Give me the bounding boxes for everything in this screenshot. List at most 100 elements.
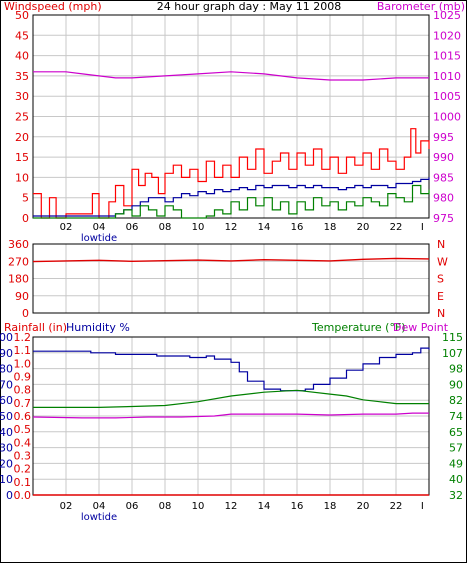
- direction-degree-label: 180: [8, 273, 29, 286]
- humidity-tick-label: 90: [0, 347, 13, 360]
- barometer-tick-label: 975: [433, 212, 454, 225]
- wind-x-tick-label: 16: [291, 222, 304, 233]
- barometer-tick-label: 1015: [433, 50, 461, 63]
- rainfall-tick-label: 1.2: [14, 331, 32, 344]
- barometer-tick-label: 990: [433, 151, 454, 164]
- dir_green-line: [33, 184, 430, 219]
- humidity-x-tick-label: 22: [390, 501, 403, 512]
- temperature-line: [33, 389, 429, 408]
- direction-degree-label: 0: [22, 307, 29, 320]
- humidity-x-tick-label: 04: [93, 501, 106, 512]
- rainfall-axis-label: Rainfall (in): [4, 321, 67, 334]
- dew-point-line: [32, 412, 429, 419]
- temperature-tick-label: 98: [449, 363, 463, 376]
- rainfall-tick-label: 0.9: [14, 371, 32, 384]
- barometer-axis-label: Barometer (mb): [377, 0, 465, 13]
- avg-line: [33, 177, 430, 217]
- direction-compass-label: S: [437, 273, 444, 286]
- rainfall-tick-label: 0.5: [14, 423, 32, 436]
- humidity-tick-label: 50: [0, 410, 13, 423]
- temperature-tick-label: 57: [449, 442, 463, 455]
- humidity-axis-label: Humidity %: [66, 321, 130, 334]
- wind-x-tick-label: 10: [192, 222, 205, 233]
- windspeed-tick-label: 0: [22, 212, 29, 225]
- temperature-tick-label: 40: [449, 473, 463, 486]
- temperature-tick-label: 49: [449, 457, 463, 470]
- humidity-x-tick-label: 08: [159, 501, 172, 512]
- direction-compass-label: W: [437, 255, 448, 268]
- direction-degree-label: 360: [8, 238, 29, 251]
- wind-x-tick-label: 22: [390, 222, 403, 233]
- humidity-x-tick-label: 06: [126, 501, 139, 512]
- humidity-line: [33, 347, 430, 392]
- temperature-axis-label: Temperature (°F): [311, 321, 406, 334]
- humidity-tick-label: 100: [0, 331, 13, 344]
- wind-x-tick-label: 06: [126, 222, 139, 233]
- gust-line: [33, 128, 430, 219]
- direction-degree-label: 90: [15, 290, 29, 303]
- barometer-line: [33, 71, 429, 81]
- humidity-x-tick-label: 10: [192, 501, 205, 512]
- humidity-x-tick-label: 02: [60, 501, 73, 512]
- windspeed-tick-label: 5: [22, 192, 29, 205]
- barometer-tick-label: 995: [433, 131, 454, 144]
- wind-x-tick-label: 20: [357, 222, 370, 233]
- rainfall-tick-label: 0.0: [14, 489, 32, 502]
- rainfall-tick-label: 1.0: [14, 357, 32, 370]
- humidity-x-tick-label: 16: [291, 501, 304, 512]
- direction-compass-label: E: [437, 290, 444, 303]
- humidity-tick-label: 10: [0, 473, 13, 486]
- humidity-tick-label: 70: [0, 378, 13, 391]
- temperature-tick-label: 74: [449, 410, 463, 423]
- humidity-lowtide-label: lowtide: [81, 512, 117, 523]
- rainfall-tick-label: 0.4: [14, 436, 32, 449]
- barometer-tick-label: 980: [433, 192, 454, 205]
- humidity-tick-label: 40: [0, 426, 13, 439]
- windspeed-tick-label: 50: [15, 9, 29, 22]
- rainfall-tick-label: 0.1: [14, 476, 32, 489]
- temperature-tick-label: 107: [442, 347, 463, 360]
- rainfall-tick-label: 0.2: [14, 463, 32, 476]
- wind-x-tick-label: I: [421, 222, 424, 233]
- wind-x-tick-label: 14: [258, 222, 271, 233]
- wind-border: [32, 14, 430, 219]
- humidity-tick-label: 20: [0, 457, 13, 470]
- windspeed-tick-label: 45: [15, 29, 29, 42]
- barometer-tick-label: 1025: [433, 9, 461, 22]
- wind-x-tick-label: 08: [159, 222, 172, 233]
- dew-point-axis-label: Dew Point: [393, 321, 449, 334]
- humidity-temp-panel: 0 10 20 30 40 50 60 70 80 90 100 0.00.10.20.30.40.5…: [0, 331, 463, 523]
- windspeed-tick-label: 20: [15, 131, 29, 144]
- wind-x-tick-label: 18: [324, 222, 337, 233]
- windspeed-tick-label: 40: [15, 50, 29, 63]
- rainfall-tick-label: 1.1: [14, 344, 32, 357]
- chart-title: 24 hour graph day : May 11 2008: [157, 0, 342, 13]
- humidity-x-tick-label: I: [421, 501, 424, 512]
- wind-x-tick-label: 12: [225, 222, 238, 233]
- rainfall-tick-label: 0.7: [14, 397, 32, 410]
- barometer-tick-label: 1020: [433, 29, 461, 42]
- windspeed-tick-label: 10: [15, 171, 29, 184]
- windspeed-tick-label: 25: [15, 111, 29, 124]
- rainfall-tick-label: 0.8: [14, 384, 32, 397]
- direction-border: [32, 243, 430, 314]
- direction-compass-label: N: [437, 307, 445, 320]
- humidity-tick-label: 0: [6, 489, 13, 502]
- temperature-tick-label: 90: [449, 378, 463, 391]
- windspeed-tick-label: 30: [15, 90, 29, 103]
- wind-x-tick-label: 04: [93, 222, 106, 233]
- temperature-tick-label: 82: [449, 394, 463, 407]
- temperature-tick-label: 32: [449, 489, 463, 502]
- temperature-tick-label: 115: [442, 331, 463, 344]
- temperature-tick-label: 65: [449, 426, 463, 439]
- wind-lowtide-label: lowtide: [81, 233, 117, 244]
- barometer-tick-label: 1010: [433, 70, 461, 83]
- humidity-x-tick-label: 14: [258, 501, 271, 512]
- rainfall-tick-label: 0.6: [14, 410, 32, 423]
- wind-direction-line: [32, 257, 430, 263]
- humidity-x-tick-label: 18: [324, 501, 337, 512]
- humidity-x-tick-label: 12: [225, 501, 238, 512]
